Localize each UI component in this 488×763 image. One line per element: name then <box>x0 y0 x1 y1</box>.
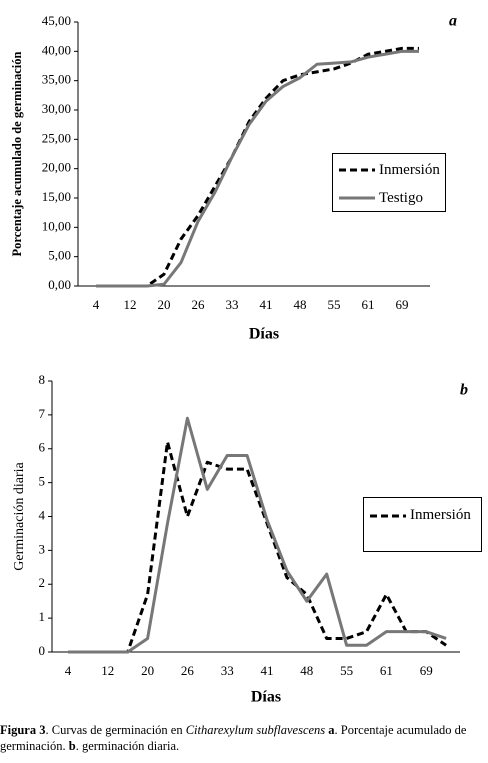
caption-part: a <box>325 723 335 737</box>
x-tick-label: 26 <box>181 663 195 678</box>
y-tick-label: 5,00 <box>48 248 71 263</box>
caption-part: Figura 3 <box>0 723 46 737</box>
series-line <box>68 440 447 654</box>
y-tick-label: 45,00 <box>42 13 71 28</box>
caption-part: b <box>68 739 76 753</box>
legend-swatch <box>339 196 375 200</box>
x-axis-label: Días <box>251 689 281 706</box>
caption-part: . germinación diaria. <box>75 739 180 753</box>
legend-label: Testigo <box>379 189 423 206</box>
x-tick-label: 55 <box>340 663 353 678</box>
y-axis-label: Porcentaje acumulado de germinación <box>10 51 24 256</box>
y-tick-label: 0 <box>39 643 46 658</box>
legend-item: Inmersión <box>368 506 477 525</box>
y-tick-label: 6 <box>39 440 46 455</box>
y-tick-label: 7 <box>39 406 46 421</box>
y-tick-label: 2 <box>39 575 46 590</box>
legend-swatch <box>370 514 406 518</box>
y-tick-label: 35,00 <box>42 72 71 87</box>
y-tick-label: 10,00 <box>42 218 71 233</box>
panel-letter: b <box>460 382 468 399</box>
legend-swatch <box>339 168 375 172</box>
caption-part: . Porcentaje acumulado de germinación. <box>0 723 467 753</box>
x-tick-label: 26 <box>192 297 206 312</box>
y-tick-label: 0,00 <box>48 277 71 292</box>
series-line <box>96 46 419 288</box>
y-tick-label: 30,00 <box>42 101 71 116</box>
x-tick-label: 55 <box>328 297 341 312</box>
y-tick-label: 1 <box>39 609 46 624</box>
x-axis-label: Días <box>249 326 279 343</box>
legend: Inmersión Testigo <box>332 153 446 212</box>
legend: Inmersión <box>363 497 482 552</box>
x-tick-label: 12 <box>101 663 114 678</box>
legend-item: Testigo <box>337 184 441 212</box>
legend-label: Inmersión <box>410 507 471 523</box>
legend-label: Inmersión <box>379 161 440 178</box>
y-tick-label: 25,00 <box>42 130 71 145</box>
y-tick-label: 4 <box>39 507 46 522</box>
y-tick-label: 8 <box>39 372 46 387</box>
caption-part: . Curvas de germinación en <box>45 723 186 737</box>
caption-part: Citharexylum subflavescens <box>185 723 326 737</box>
x-tick-label: 33 <box>221 663 234 678</box>
x-tick-label: 12 <box>124 297 137 312</box>
x-tick-label: 61 <box>380 663 393 678</box>
x-tick-label: 69 <box>420 663 433 678</box>
y-tick-label: 15,00 <box>42 189 71 204</box>
x-tick-label: 61 <box>362 297 375 312</box>
legend-item: Inmersión <box>337 156 441 184</box>
x-tick-label: 20 <box>141 663 154 678</box>
charts: 0,005,0010,0015,0020,0025,0030,0035,0040… <box>10 13 468 706</box>
x-tick-label: 48 <box>300 663 313 678</box>
x-tick-label: 33 <box>226 297 239 312</box>
x-tick-label: 4 <box>93 297 100 312</box>
series-line <box>96 49 419 288</box>
caption: Figura 3. Curvas de germinación en Citha… <box>0 722 488 754</box>
y-tick-label: 40,00 <box>42 42 71 57</box>
x-tick-label: 41 <box>260 297 273 312</box>
x-tick-label: 69 <box>396 297 409 312</box>
y-tick-label: 5 <box>39 474 46 489</box>
x-tick-label: 48 <box>294 297 307 312</box>
y-tick-label: 3 <box>39 541 46 556</box>
y-axis-label: Germinación diaria <box>12 461 27 570</box>
x-tick-label: 20 <box>158 297 171 312</box>
x-tick-label: 41 <box>261 663 274 678</box>
y-tick-label: 20,00 <box>42 160 71 175</box>
series-line <box>68 416 447 654</box>
x-tick-label: 4 <box>65 663 72 678</box>
panel-letter: a <box>449 13 457 30</box>
